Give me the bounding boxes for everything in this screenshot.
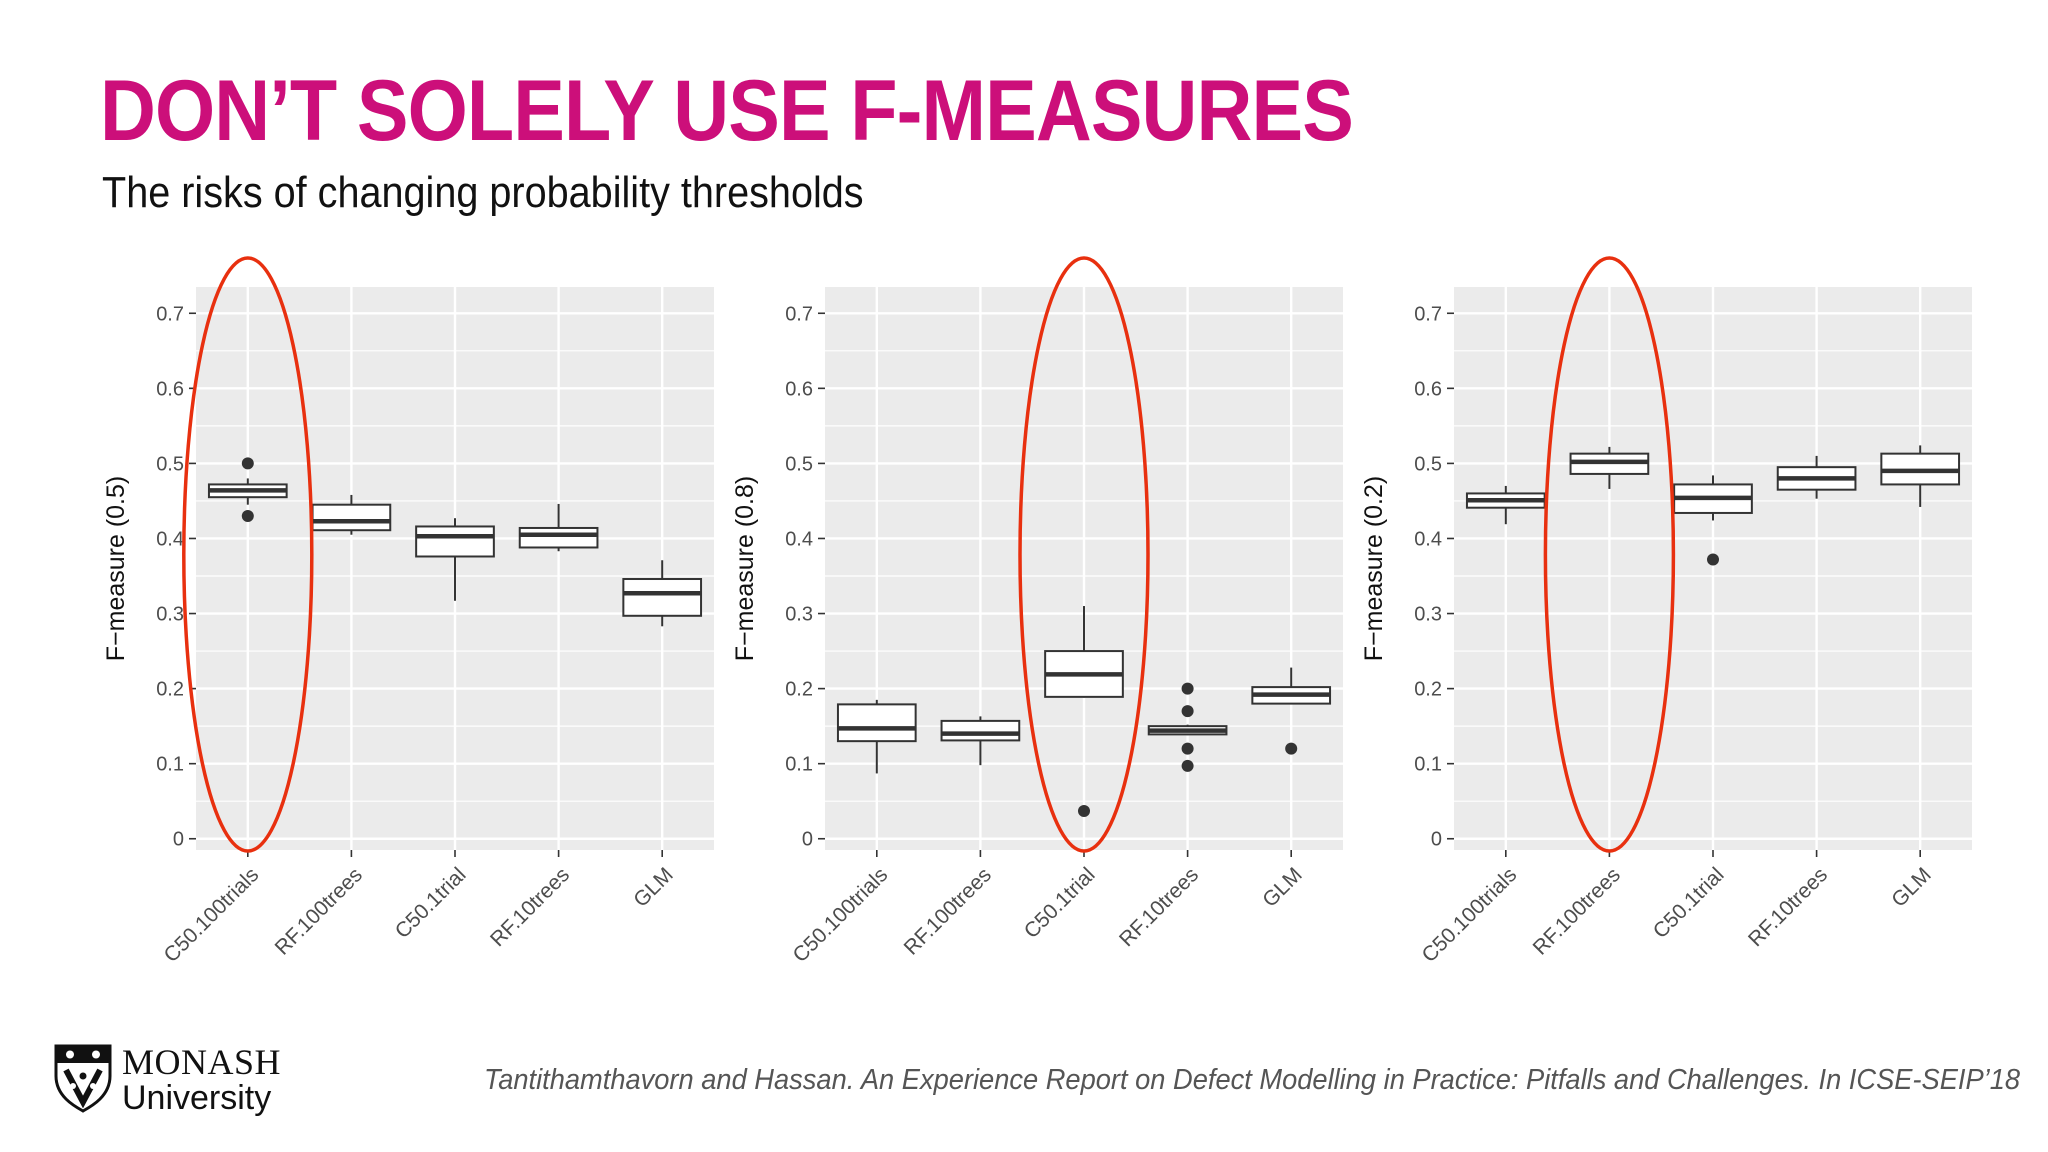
y-tick-label: 0.1: [1414, 754, 1442, 776]
y-axis-label: F−measure (0.2): [1360, 476, 1388, 662]
shield-icon: [54, 1044, 112, 1113]
y-tick-label: 0.3: [1414, 604, 1442, 626]
y-tick-label: 0.5: [156, 453, 184, 475]
y-tick-label: 0.3: [156, 604, 184, 626]
box-C50.1trial: [1044, 606, 1124, 817]
y-tick-label: 0: [173, 829, 184, 851]
y-tick-label: 0.4: [1414, 528, 1442, 550]
box-iqr: [622, 578, 703, 617]
box-iqr: [836, 703, 917, 743]
box-iqr: [415, 525, 495, 558]
x-tick-label: C50.1trial: [1020, 863, 1100, 943]
outlier-point: [241, 509, 254, 522]
box-iqr: [311, 503, 392, 532]
y-tick-label: 0.7: [1414, 303, 1442, 325]
outlier-point: [1181, 759, 1194, 772]
box-C50.100trials: [1465, 485, 1546, 525]
box-GLM: [622, 560, 703, 627]
box-GLM: [1251, 667, 1332, 755]
outlier-point: [1707, 553, 1719, 566]
slide-title: DON’T SOLELY USE F-MEASURES: [100, 63, 1354, 159]
box-GLM: [1880, 445, 1961, 507]
box-iqr: [518, 526, 599, 549]
box-C50.1trial: [1673, 475, 1753, 566]
y-tick-label: 0.2: [1414, 679, 1442, 701]
y-tick-label: 0.4: [156, 528, 184, 550]
y-tick-label: 0.2: [156, 679, 184, 701]
y-tick-label: 0: [802, 829, 813, 851]
x-tick-label: C50.100trials: [1418, 863, 1522, 967]
y-tick-label: 0.7: [785, 303, 813, 325]
x-tick-label: C50.1trial: [391, 863, 471, 943]
x-tick-label: RF.10trees: [1115, 863, 1203, 951]
y-tick-label: 0.3: [785, 604, 813, 626]
outlier-point: [1078, 804, 1090, 817]
x-tick-label: C50.100trials: [160, 863, 264, 967]
y-tick-label: 0.1: [785, 754, 813, 776]
x-tick-label: RF.100trees: [900, 863, 996, 959]
slide-subtitle: The risks of changing probability thresh…: [102, 168, 864, 217]
x-tick-label: RF.100trees: [271, 863, 367, 959]
x-tick-label: GLM: [1258, 863, 1306, 911]
outlier-point: [1181, 742, 1194, 755]
highlight-ellipse: [182, 256, 314, 853]
logo-wordmark: MONASH: [122, 1042, 282, 1082]
x-tick-label: GLM: [629, 863, 677, 911]
outlier-point: [1181, 705, 1194, 718]
y-axis-label: F−measure (0.5): [102, 476, 130, 662]
y-tick-label: 0.5: [1414, 453, 1442, 475]
highlight-ellipse: [1018, 256, 1150, 853]
monash-logo: MONASH University: [52, 1038, 292, 1118]
highlight-ellipse: [1543, 256, 1676, 853]
box-RF.10trees: [518, 503, 599, 552]
box-RF.100trees: [311, 494, 392, 535]
box-C50.100trials: [836, 699, 917, 774]
chart-panel-3: 0 0.1 0.2 0.3 0.4 0.5 0.6 0.7 F−measure (0.2) C50…: [1360, 256, 1972, 967]
x-tick-label: C50.1trial: [1649, 863, 1729, 943]
y-tick-label: 0.4: [785, 528, 813, 550]
outlier-point: [1181, 682, 1194, 695]
outlier-point: [241, 457, 254, 470]
y-tick-label: 0.5: [785, 453, 813, 475]
chart-panel-2: 0 0.1 0.2 0.3 0.4 0.5 0.6 0.7 F−measure (0.8) C50…: [731, 256, 1343, 967]
x-tick-label: RF.10trees: [1744, 863, 1832, 951]
box-RF.10trees: [1147, 682, 1228, 772]
y-tick-label: 0: [1431, 829, 1442, 851]
box-C50.1trial: [415, 518, 495, 601]
citation: Tantithamthavorn and Hassan. An Experien…: [484, 1064, 2020, 1096]
y-axis-label: F−measure (0.8): [731, 476, 759, 662]
x-tick-label: RF.10trees: [486, 863, 574, 951]
box-iqr: [940, 719, 1021, 742]
box-C50.100trials: [207, 457, 288, 522]
logo-subtitle: University: [122, 1079, 272, 1117]
y-tick-label: 0.6: [156, 378, 184, 400]
x-tick-label: GLM: [1887, 863, 1935, 911]
x-tick-label: C50.100trials: [789, 863, 893, 967]
box-RF.100trees: [940, 716, 1021, 766]
y-tick-label: 0.2: [785, 679, 813, 701]
box-RF.100trees: [1569, 446, 1650, 489]
outlier-point: [1285, 742, 1298, 755]
y-tick-label: 0.6: [785, 378, 813, 400]
y-tick-label: 0.1: [156, 754, 184, 776]
chart-panel-1: 0 0.1 0.2 0.3 0.4 0.5 0.6 0.7 F−measure (0.5) C50…: [102, 256, 714, 967]
y-tick-label: 0.7: [156, 303, 184, 325]
x-tick-label: RF.100trees: [1529, 863, 1625, 959]
box-RF.10trees: [1776, 455, 1857, 499]
y-tick-label: 0.6: [1414, 378, 1442, 400]
